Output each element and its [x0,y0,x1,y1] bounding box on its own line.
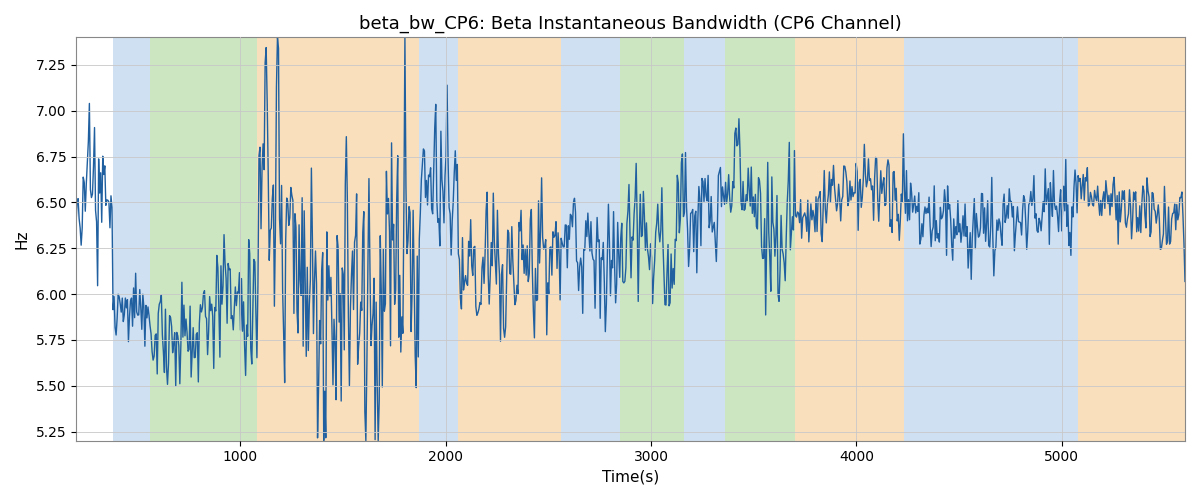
Y-axis label: Hz: Hz [14,230,30,249]
Bar [257,38,419,440]
Bar [150,38,257,440]
Bar [560,38,620,440]
Title: beta_bw_CP6: Beta Instantaneous Bandwidth (CP6 Channel): beta_bw_CP6: Beta Instantaneous Bandwidt… [359,15,902,34]
Bar [1079,38,1184,440]
Bar [794,38,904,440]
Bar [620,38,684,440]
Bar [904,38,1079,440]
Bar [725,38,794,440]
X-axis label: Time(s): Time(s) [602,470,659,485]
Bar [684,38,725,440]
Bar [113,38,150,440]
Bar [458,38,560,440]
Bar [419,38,458,440]
